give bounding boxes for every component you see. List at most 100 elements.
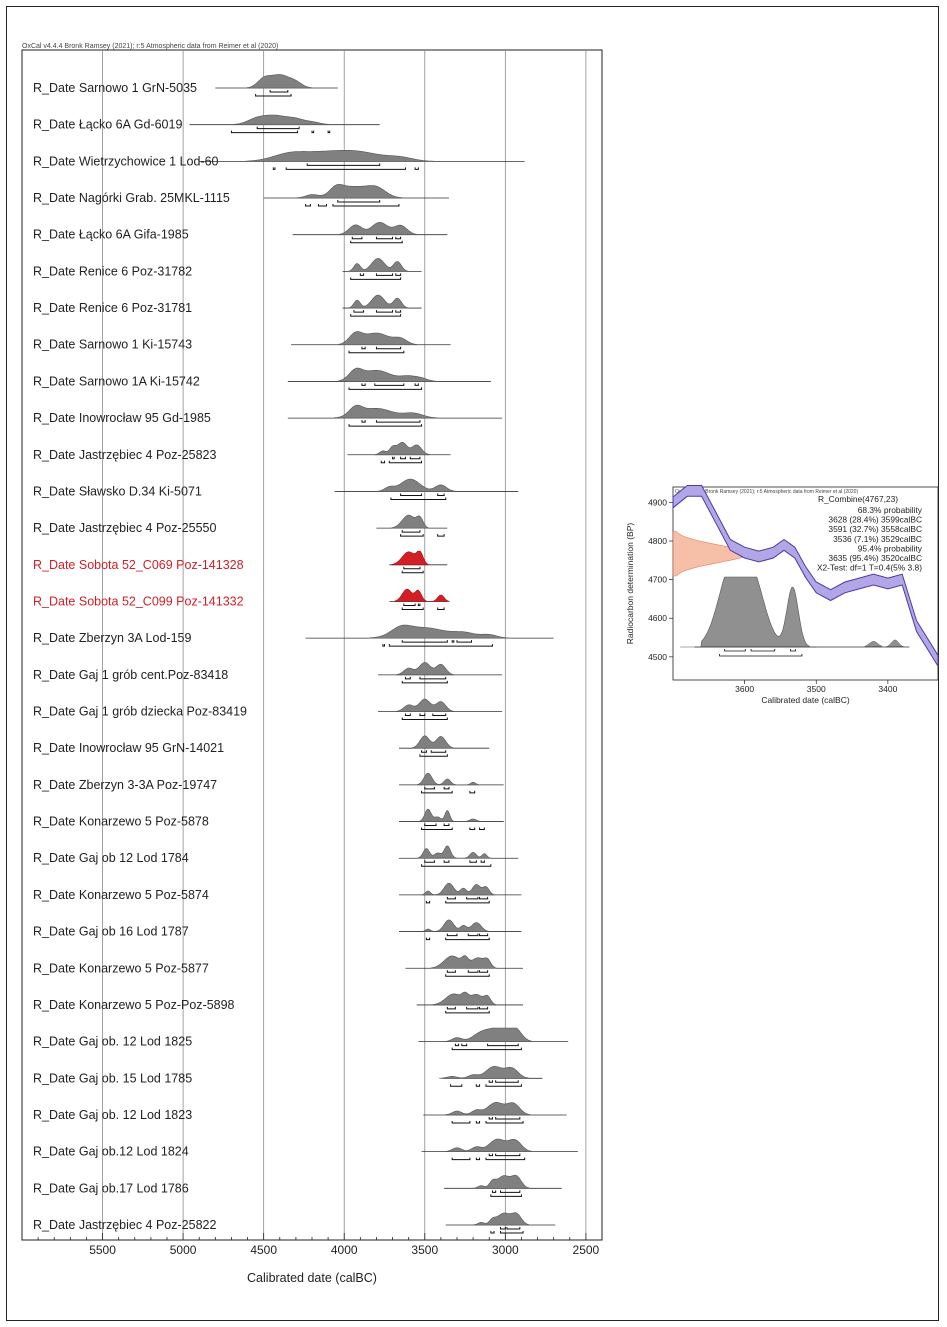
range-68-bracket [403,603,416,606]
inset-credit: OxCal v4.4.4 Bronk Ramsey (2021); r:5 At… [675,489,858,495]
range-68-bracket [451,640,455,643]
range-68-bracket [488,1116,493,1120]
range-68-bracket [456,640,472,643]
range-68-bracket [414,383,419,386]
range-95-bracket [451,1120,471,1124]
range-95-bracket [451,1047,522,1051]
inset-x-tick-label: 3600 [735,684,754,694]
range-95-bracket [380,460,385,464]
range-68-bracket [256,126,300,130]
row-label: R_Date Gaj ob. 12 Lod 1825 [33,1035,192,1049]
row-label: R_Date Gaj ob 16 Lod 1787 [33,925,189,939]
range-95-bracket [272,167,276,170]
inset-y-tick-label: 4900 [648,497,667,507]
range-68-bracket [361,383,366,386]
range-95-bracket [348,350,405,354]
range-68-bracket [375,273,394,276]
range-95-bracket [401,680,448,684]
row-label: R_Date Gaj 1 grób cent.Poz-83418 [33,668,228,682]
range-68-bracket [404,676,411,680]
row-label: R_Date Konarzewo 5 Poz-Poz-5898 [33,998,235,1012]
probability-distribution [374,441,430,456]
inset-annotation: X2-Test: df=1 T=0.4(5% 3.8) [817,563,922,573]
range-68-bracket [375,346,402,350]
probability-distribution [246,74,313,89]
grid-lines [102,50,587,1240]
probability-distribution [421,919,490,932]
range-68-bracket [375,310,394,313]
inset-annotation: 3536 (7.1%) 3529calBC [833,534,922,544]
inset-y-tick-label: 4800 [648,536,667,546]
distribution-row: R_Date Sarnowo 1 Ki-15743 [33,331,451,354]
range-68-bracket [446,933,458,937]
range-68-bracket [480,860,485,863]
inset-annotation: 68.3% probability [858,505,923,515]
range-68-bracket [421,750,427,753]
distribution-row: R_Date Zberzyn 3-3A Poz-19747 [33,772,504,794]
inset-range-68 [750,649,776,652]
range-68-bracket [400,456,406,460]
distribution-row: R_Date Gaj ob 16 Lod 1787 [33,919,522,941]
x-tick-label: 4500 [250,1243,277,1257]
probability-distribution [444,1138,533,1152]
row-label: R_Date Sarnowo 1 Ki-15743 [33,338,192,352]
distribution-rows: R_Date Sarnowo 1 GrN-5035 R_Date Łącko 6A… [33,74,578,1234]
x-tick-label: 5500 [89,1243,116,1257]
distribution-row: R_Date Gaj ob.17 Lod 1786 [33,1174,562,1197]
probability-distribution [430,955,497,969]
range-68-bracket [467,970,479,973]
distribution-row: R_Date Jastrzębiec 4 Poz-25823 [33,441,451,464]
range-68-bracket [446,970,456,973]
range-95-bracket [348,387,423,390]
range-68-bracket [395,273,402,276]
x-tick-label: 3500 [411,1243,438,1257]
distribution-row: R_Date Renice 6 Poz-31781 [33,294,422,317]
range-68-bracket [392,456,395,460]
range-95-bracket [485,1157,526,1161]
probability-distribution [432,991,497,1006]
range-68-bracket [446,1006,456,1010]
distribution-row: R_Date Łącko 6A Gifa-1985 [33,222,448,244]
range-95-bracket [490,1194,522,1197]
range-95-bracket [382,644,385,647]
range-68-bracket [359,273,365,276]
range-95-bracket [350,314,402,317]
range-68-bracket [443,860,450,863]
probability-distribution [338,331,419,346]
range-68-bracket [491,1190,497,1193]
row-label: R_Date Zberzyn 3-3A Poz-19747 [33,778,217,792]
x-tick-label: 2500 [573,1243,600,1257]
distribution-row: R_Date Gaj ob.12 Lod 1824 [33,1138,578,1161]
inset-annotation: 95.4% probability [858,543,923,553]
range-68-bracket [424,823,437,827]
range-95-bracket [317,204,327,207]
row-label: R_Date Sobota 52_C069 Poz-141328 [33,558,244,572]
minor-distribution [864,641,883,648]
range-68-bracket [466,1006,479,1010]
range-95-bracket [425,937,431,941]
range-68-bracket [374,383,405,386]
range-68-bracket [466,896,479,900]
range-95-bracket [401,570,424,574]
range-68-bracket [495,1116,521,1120]
probability-distribution [417,772,480,786]
row-label: R_Date Gaj ob.12 Lod 1824 [33,1145,189,1159]
range-68-bracket [430,750,447,753]
range-68-bracket [306,163,381,166]
range-95-bracket [401,607,424,610]
x-tick-label: 3000 [492,1243,519,1257]
inset-annotation: 3591 (32.7%) 3558calBC [828,524,922,534]
range-68-bracket [401,640,448,643]
distribution-row: R_Date Gaj ob. 12 Lod 1825 [33,1027,569,1051]
row-label: R_Date Konarzewo 5 Poz-5874 [33,888,209,902]
probability-distribution [417,845,492,859]
probability-distribution [391,514,429,529]
row-label: R_Date Inowrocław 95 GrN-14021 [33,741,224,755]
range-68-bracket [417,603,421,606]
range-95-bracket [388,460,423,464]
inset-y-tick-label: 4700 [648,575,667,585]
inset-range-68 [724,649,746,652]
distribution-row: R_Date Sobota 52_C099 Poz-141332 [33,588,450,610]
range-68-bracket [424,860,435,863]
probability-distribution [395,662,455,676]
